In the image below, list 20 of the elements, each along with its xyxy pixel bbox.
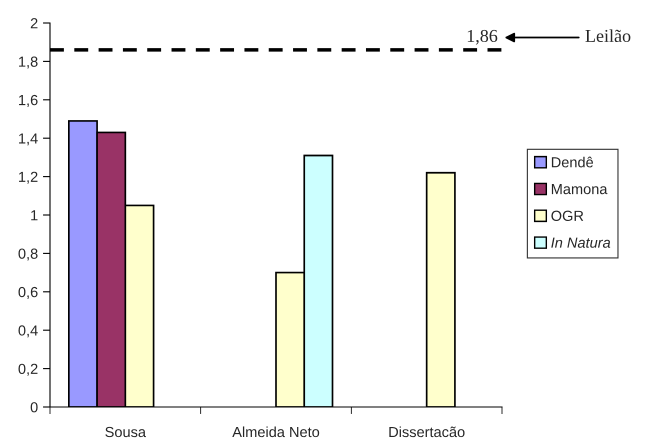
y-tick-label: 1,2: [19, 172, 38, 184]
text: Leilão: [585, 29, 630, 42]
legend-label: OGR: [551, 210, 584, 222]
ref-line-label: 1,86: [468, 30, 498, 45]
legend-label: In Natura: [551, 238, 610, 248]
y-tick-label: 0,4: [18, 325, 38, 338]
y-tick-label: 1,6: [19, 94, 38, 107]
x-tick-label: Almeida Neto: [232, 426, 320, 438]
x-tick-label: Dissertacão: [389, 426, 465, 438]
y-tick-label: 0: [30, 402, 38, 412]
legend-label: Dendê: [552, 156, 594, 168]
y-tick-label: 0,6: [18, 286, 38, 299]
y-tick-label: 0,8: [18, 248, 38, 261]
x-tick-label: Sousa: [105, 426, 146, 438]
y-tick-label: 0,2: [18, 364, 38, 376]
y-tick-label: 1,4: [19, 133, 38, 146]
legend-label: Mamona: [552, 184, 608, 194]
y-tick-label: 2: [30, 18, 38, 28]
y-tick-label: 1,8: [19, 56, 38, 69]
y-tick-label: 1: [31, 210, 38, 220]
